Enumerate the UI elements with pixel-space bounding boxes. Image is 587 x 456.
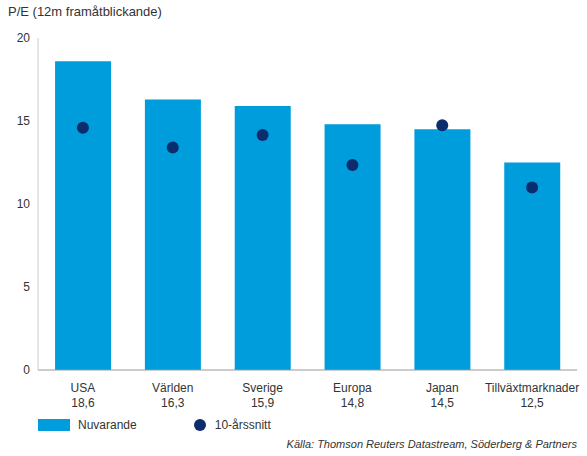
html-text:Nuvarande: Nuvarande (78, 418, 137, 432)
svg-text:10: 10 (17, 197, 31, 211)
svg-text:Världen16,3: Världen16,3 (152, 381, 193, 410)
html-text:P/E (12m framåtblickande): P/E (12m framåtblickande) (8, 4, 162, 19)
html-text:Källa: Thomson Reuters Datastr: Källa: Thomson Reuters Datastream, Söder… (286, 438, 577, 450)
svg-text:Tillväxtmarknader12,5: Tillväxtmarknader12,5 (485, 381, 579, 410)
html-text:10-årssnitt: 10-årssnitt (214, 418, 271, 432)
svg-text:15: 15 (17, 114, 31, 128)
svg-text:Japan14,5: Japan14,5 (426, 381, 459, 410)
svg-text:Europa14,8: Europa14,8 (333, 381, 372, 410)
svg-text:0: 0 (23, 363, 30, 377)
svg-text:5: 5 (23, 280, 30, 294)
svg-text:USA18,6: USA18,6 (71, 381, 96, 410)
svg-text:20: 20 (17, 31, 31, 45)
svg-text:Sverige15,9: Sverige15,9 (242, 381, 283, 410)
